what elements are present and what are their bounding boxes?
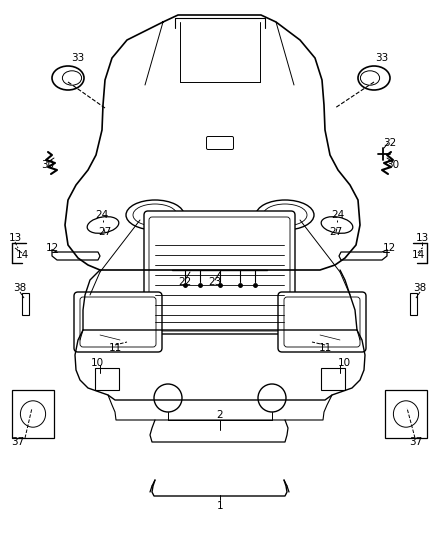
Text: 10: 10	[90, 358, 103, 368]
Ellipse shape	[52, 66, 84, 90]
FancyBboxPatch shape	[277, 292, 365, 352]
Bar	[95, 368, 119, 390]
Text: 37: 37	[11, 437, 25, 447]
Text: 27: 27	[328, 227, 342, 237]
Text: 38: 38	[413, 283, 426, 293]
Text: 11: 11	[108, 343, 121, 353]
Ellipse shape	[20, 401, 46, 427]
Ellipse shape	[133, 204, 177, 226]
Text: 30: 30	[41, 160, 54, 170]
Ellipse shape	[262, 204, 306, 226]
Ellipse shape	[357, 66, 389, 90]
Text: 24: 24	[331, 210, 344, 220]
Ellipse shape	[154, 384, 182, 412]
FancyBboxPatch shape	[206, 136, 233, 149]
Text: 10: 10	[337, 358, 350, 368]
Text: 32: 32	[382, 138, 396, 148]
Ellipse shape	[392, 401, 418, 427]
Ellipse shape	[62, 71, 81, 85]
Ellipse shape	[126, 200, 184, 230]
Ellipse shape	[360, 71, 379, 85]
Text: 12: 12	[45, 243, 59, 253]
Text: 11: 11	[318, 343, 331, 353]
Ellipse shape	[321, 216, 352, 233]
FancyBboxPatch shape	[144, 211, 294, 334]
Text: 23: 23	[208, 277, 221, 287]
Text: 27: 27	[98, 227, 111, 237]
Bar	[384, 390, 426, 438]
FancyBboxPatch shape	[74, 292, 162, 352]
Text: 33: 33	[374, 53, 388, 63]
Bar	[12, 390, 54, 438]
Text: 13: 13	[414, 233, 427, 243]
Text: 30: 30	[385, 160, 399, 170]
Text: 1: 1	[216, 501, 223, 511]
Text: 2: 2	[216, 410, 223, 420]
Bar	[320, 368, 344, 390]
Text: 13: 13	[8, 233, 21, 243]
Bar	[409, 293, 416, 315]
Ellipse shape	[87, 216, 119, 233]
Text: 24: 24	[95, 210, 108, 220]
Text: 38: 38	[13, 283, 27, 293]
Text: 14: 14	[15, 250, 28, 260]
FancyBboxPatch shape	[80, 297, 155, 347]
Text: 22: 22	[178, 277, 191, 287]
FancyBboxPatch shape	[283, 297, 359, 347]
Ellipse shape	[258, 384, 285, 412]
Ellipse shape	[255, 200, 313, 230]
Bar	[22, 293, 29, 315]
Text: 37: 37	[409, 437, 422, 447]
Text: 12: 12	[381, 243, 395, 253]
Text: 14: 14	[410, 250, 424, 260]
Text: 33: 33	[71, 53, 85, 63]
